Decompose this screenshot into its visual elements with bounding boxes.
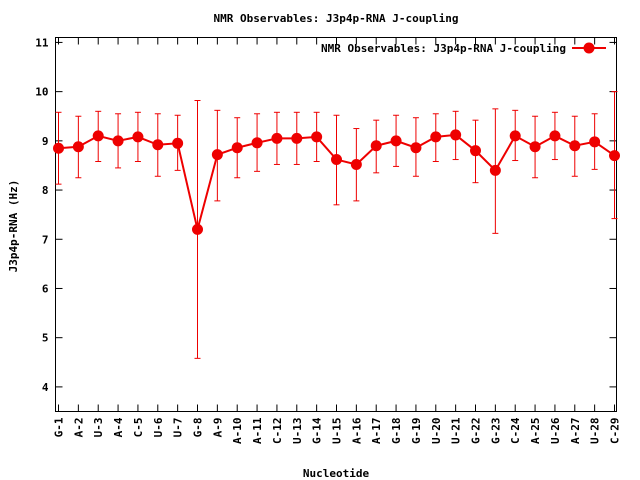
ticks-layer: 4 5 6 7 8 9 10 11 G-1 A-2 U-3 A-4 C-5 U-6 U-7 G-8 A-9 A-1… <box>35 36 621 444</box>
x-tick-label: U-28 <box>589 418 602 445</box>
data-point <box>132 131 144 143</box>
data-point <box>291 132 303 144</box>
x-tick-label: A-25 <box>529 418 542 445</box>
y-tick-label: 4 <box>42 381 49 394</box>
x-tick-label: G-8 <box>192 418 205 438</box>
legend-marker <box>583 42 595 54</box>
x-tick-label: A-27 <box>569 418 582 445</box>
legend: NMR Observables: J3p4p-RNA J-coupling <box>321 42 606 55</box>
data-point <box>331 154 342 166</box>
plot-frame <box>55 37 617 412</box>
x-axis-label: Nucleotide <box>303 467 370 480</box>
x-tick-label: C-5 <box>132 418 145 438</box>
x-tick-label: G-23 <box>489 418 502 445</box>
data-point <box>390 135 402 147</box>
x-tick-label: C-24 <box>509 417 522 444</box>
x-tick-label: U-21 <box>450 417 463 444</box>
data-point <box>410 142 422 154</box>
x-tick-label: U-13 <box>291 418 304 445</box>
y-axis-label: J3p4p-RNA (Hz) <box>7 180 20 273</box>
data-point <box>589 136 601 148</box>
data-point <box>350 158 362 170</box>
data-point <box>450 129 462 141</box>
data-point <box>92 130 104 142</box>
data-point <box>192 223 203 235</box>
data-point <box>271 132 283 144</box>
x-tick-label: A-9 <box>211 418 224 438</box>
y-tick-label: 5 <box>42 332 49 345</box>
x-tick-label: G-18 <box>390 418 403 445</box>
x-tick-label: A-2 <box>72 418 85 438</box>
x-tick-label: U-6 <box>152 417 165 437</box>
y-tick-label: 10 <box>35 86 48 99</box>
data-point <box>549 130 561 142</box>
data-point <box>470 145 481 157</box>
x-tick-label: G-14 <box>311 417 324 444</box>
y-tick-label: 8 <box>42 184 49 197</box>
data-point <box>569 140 581 152</box>
x-tick-label: A-4 <box>112 417 125 437</box>
x-tick-label: A-17 <box>370 418 383 445</box>
x-tick-label: U-15 <box>331 418 344 445</box>
x-tick-label: G-22 <box>470 418 483 445</box>
data-point <box>112 135 124 147</box>
x-tick-label: C-12 <box>271 418 284 445</box>
x-tick-label: U-26 <box>549 417 562 444</box>
data-point <box>211 149 223 161</box>
data-point <box>231 142 243 154</box>
data-point <box>370 140 382 152</box>
errorbar-layer <box>55 91 618 359</box>
x-tick-label: C-29 <box>609 418 622 445</box>
points-layer <box>53 129 620 235</box>
data-point <box>152 139 164 151</box>
y-tick-label: 6 <box>42 282 49 295</box>
data-point <box>509 130 521 142</box>
data-point <box>53 142 64 154</box>
x-tick-label: G-1 <box>53 417 66 437</box>
data-point <box>430 131 442 143</box>
data-point <box>311 131 323 143</box>
data-point <box>529 141 541 153</box>
x-tick-label: A-11 <box>251 417 264 444</box>
x-tick-label: U-3 <box>92 418 105 438</box>
y-tick-label: 7 <box>42 233 49 246</box>
y-tick-label: 9 <box>42 135 49 148</box>
x-tick-label: G-19 <box>410 418 423 445</box>
data-point <box>172 137 184 149</box>
data-point <box>72 141 84 153</box>
chart-title: NMR Observables: J3p4p-RNA J-coupling <box>213 12 458 25</box>
x-tick-label: U-7 <box>172 418 185 438</box>
data-point <box>251 137 263 149</box>
x-tick-label: A-10 <box>231 418 244 445</box>
data-point <box>609 150 620 162</box>
x-tick-label: A-16 <box>350 417 363 444</box>
x-tick-label: U-20 <box>430 418 443 445</box>
y-tick-label: 11 <box>35 36 49 49</box>
data-point <box>489 164 501 176</box>
legend-label: NMR Observables: J3p4p-RNA J-coupling <box>321 42 566 55</box>
